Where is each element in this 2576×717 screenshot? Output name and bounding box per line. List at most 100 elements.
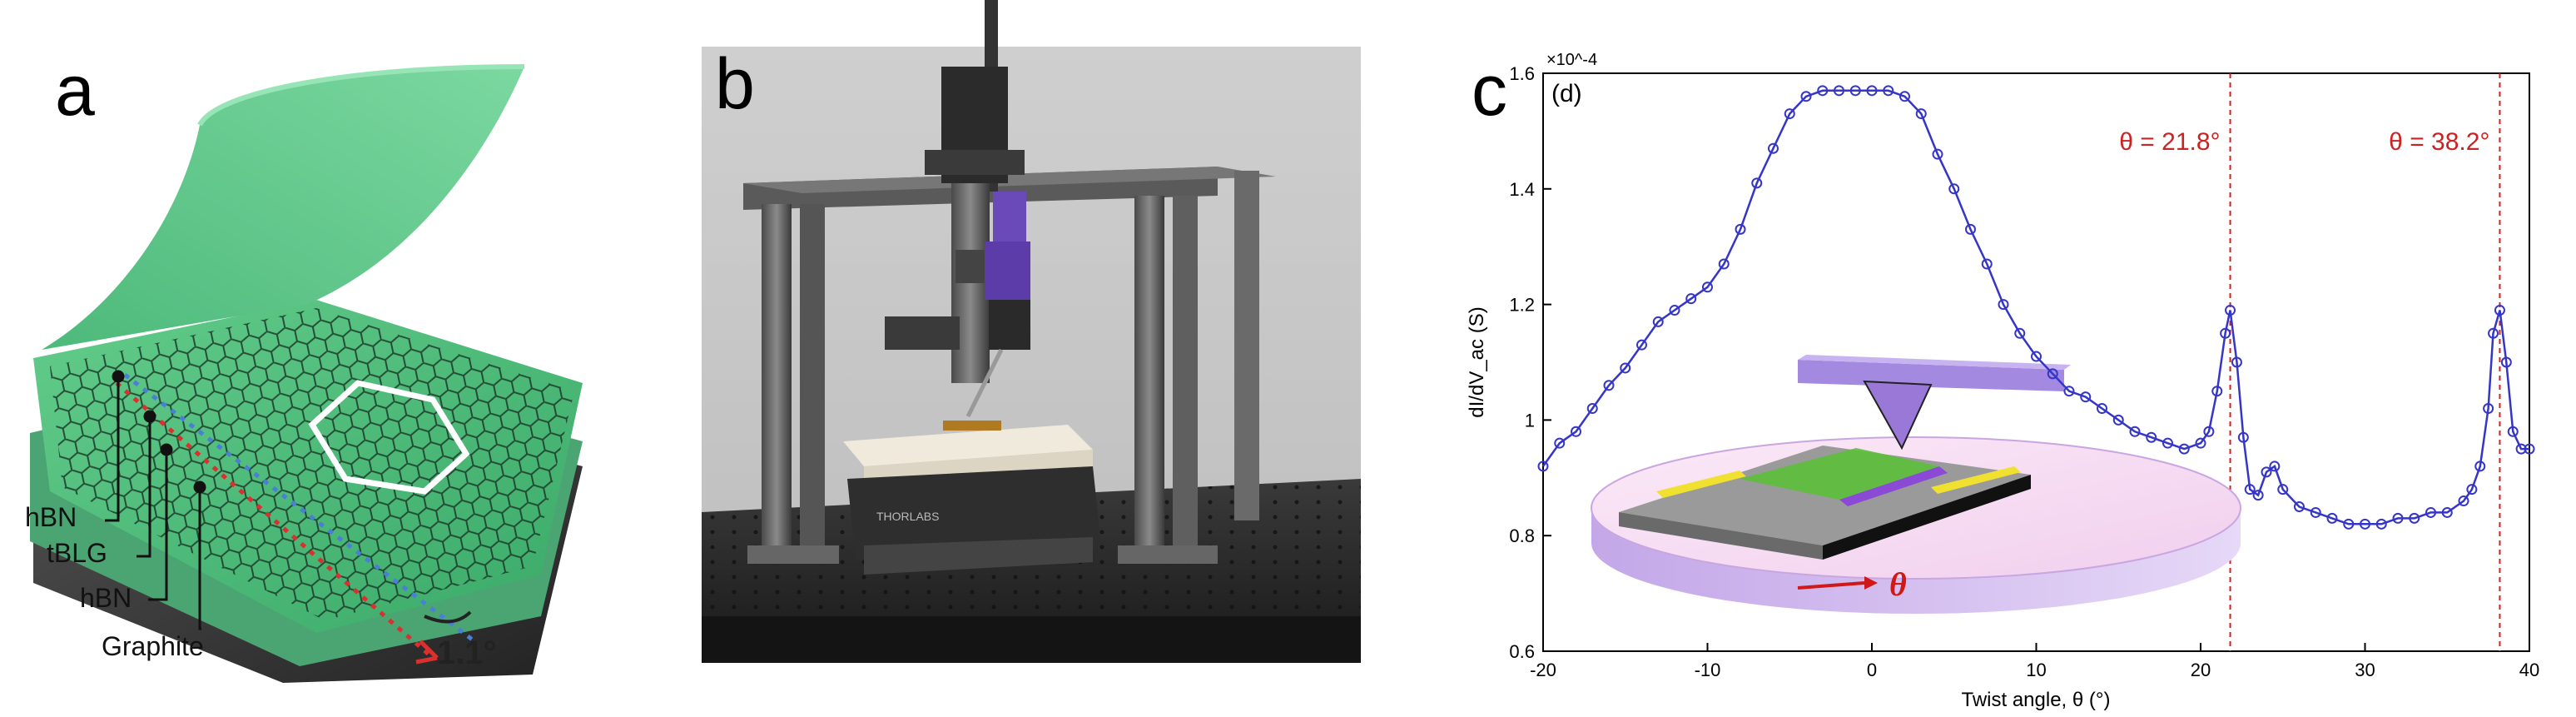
data-point <box>2392 512 2404 524</box>
label-angle: 1.1° <box>437 635 497 671</box>
data-point <box>1554 437 1566 449</box>
data-point <box>1636 339 1647 351</box>
panel-letter-c: c <box>1472 51 1507 131</box>
data-point <box>1586 403 1598 415</box>
svg-text:THORLABS: THORLABS <box>876 510 939 523</box>
data-point <box>2244 484 2256 495</box>
data-point <box>2162 437 2173 449</box>
label-tblg: tBLG <box>47 538 107 568</box>
data-point <box>1932 148 1943 160</box>
panel-a: a <box>0 0 699 717</box>
panel-letter-a: a <box>55 51 95 131</box>
data-point <box>2524 443 2535 455</box>
data-point <box>2129 426 2141 437</box>
data-point <box>2310 506 2321 518</box>
x-tick-label: 40 <box>2519 660 2539 680</box>
data-point <box>1915 108 1927 120</box>
panel-letter-b: b <box>715 44 755 124</box>
data-point <box>1981 258 1993 270</box>
label-graphite: Graphite <box>102 631 204 661</box>
twist-angle-chart: -20 -10 0 10 20 30 40 0.6 0.8 1 1.2 1.4 1.6 θ = 21.8… <box>1466 51 2539 711</box>
data-point <box>2277 484 2289 495</box>
inset-illustration <box>1591 355 2241 614</box>
data-point <box>2014 327 2026 339</box>
data-point <box>2441 506 2453 518</box>
data-point <box>2488 327 2499 339</box>
reference-line-label: θ = 21.8° <box>2119 128 2220 156</box>
data-point <box>2466 484 2478 495</box>
peeled-flap <box>42 67 524 350</box>
data-point <box>1998 299 2009 311</box>
data-point <box>2425 506 2436 518</box>
label-hbn-bottom: hBN <box>80 583 132 613</box>
data-point <box>1669 305 1680 316</box>
data-point <box>2063 386 2075 397</box>
data-point <box>1735 223 1746 235</box>
data-point <box>2360 518 2370 530</box>
data-point <box>1800 91 1812 102</box>
x-tick-label: 30 <box>2355 660 2375 680</box>
data-point <box>2203 426 2215 437</box>
data-point <box>2261 466 2272 478</box>
data-point <box>2515 443 2527 455</box>
data-point <box>1866 85 1878 97</box>
data-point <box>1718 258 1730 270</box>
reference-line-label: θ = 38.2° <box>2389 128 2489 156</box>
data-point <box>2494 305 2505 316</box>
data-point <box>2080 391 2092 403</box>
data-point <box>2195 437 2206 449</box>
hexagon-highlight <box>308 380 470 495</box>
data-point <box>1883 85 1894 97</box>
data-point <box>1751 177 1763 189</box>
data-point <box>2474 461 2486 472</box>
data-point <box>1768 142 1779 154</box>
subplot-tag: (d) <box>1551 80 1582 107</box>
data-point <box>2220 327 2231 339</box>
data-point <box>2231 356 2242 368</box>
x-tick-label: 0 <box>1867 660 1877 680</box>
data-point <box>2112 414 2124 426</box>
y-multiplier: ×10^-4 <box>1546 51 1597 69</box>
microscope-rig-render: THORLABS <box>702 0 1361 663</box>
label-hbn-top: hBN <box>25 502 77 532</box>
data-point <box>2225 305 2236 316</box>
x-tick-label: 10 <box>2026 660 2046 680</box>
data-point <box>2211 386 2223 397</box>
data-point <box>1571 426 1581 437</box>
data-point <box>2047 368 2058 380</box>
data-point <box>1537 461 1549 472</box>
data-point <box>2146 431 2157 443</box>
y-tick-label: 0.8 <box>1509 525 1535 546</box>
data-point <box>2343 518 2355 530</box>
x-axis-label: Twist angle, θ (°) <box>1962 689 2111 711</box>
panel-c: c -20 -10 0 10 20 30 40 0.6 0.8 1 1.2 1.4 1.6 θ = 21… <box>1448 0 2576 717</box>
data-point <box>2500 356 2512 368</box>
data-point <box>2507 426 2519 437</box>
y-tick-label: 0.6 <box>1509 641 1535 662</box>
data-point <box>1685 293 1697 305</box>
data-point <box>1948 183 1960 195</box>
series-line <box>1541 89 2529 525</box>
y-tick-label: 1.4 <box>1509 179 1535 200</box>
data-point <box>1817 85 1829 97</box>
data-point <box>1620 362 1631 374</box>
data-point <box>2097 403 2107 415</box>
data-point <box>1965 223 1976 235</box>
data-point <box>2409 512 2420 524</box>
y-tick-label: 1.2 <box>1509 295 1535 316</box>
data-point <box>1899 91 1910 102</box>
inset-theta-label: θ <box>1889 565 1907 603</box>
data-point <box>2294 501 2305 512</box>
data-point <box>1702 281 1713 293</box>
data-point <box>1784 108 1795 120</box>
data-point <box>1652 316 1664 327</box>
data-point <box>2252 490 2264 501</box>
data-point <box>1849 85 1861 97</box>
data-point <box>2237 431 2249 443</box>
data-point <box>2458 495 2469 507</box>
data-point <box>1834 85 1844 97</box>
heterostructure-illustration <box>30 64 583 683</box>
data-point <box>1603 380 1615 391</box>
y-tick-label: 1.6 <box>1509 63 1535 84</box>
x-tick-label: -10 <box>1695 660 1721 680</box>
